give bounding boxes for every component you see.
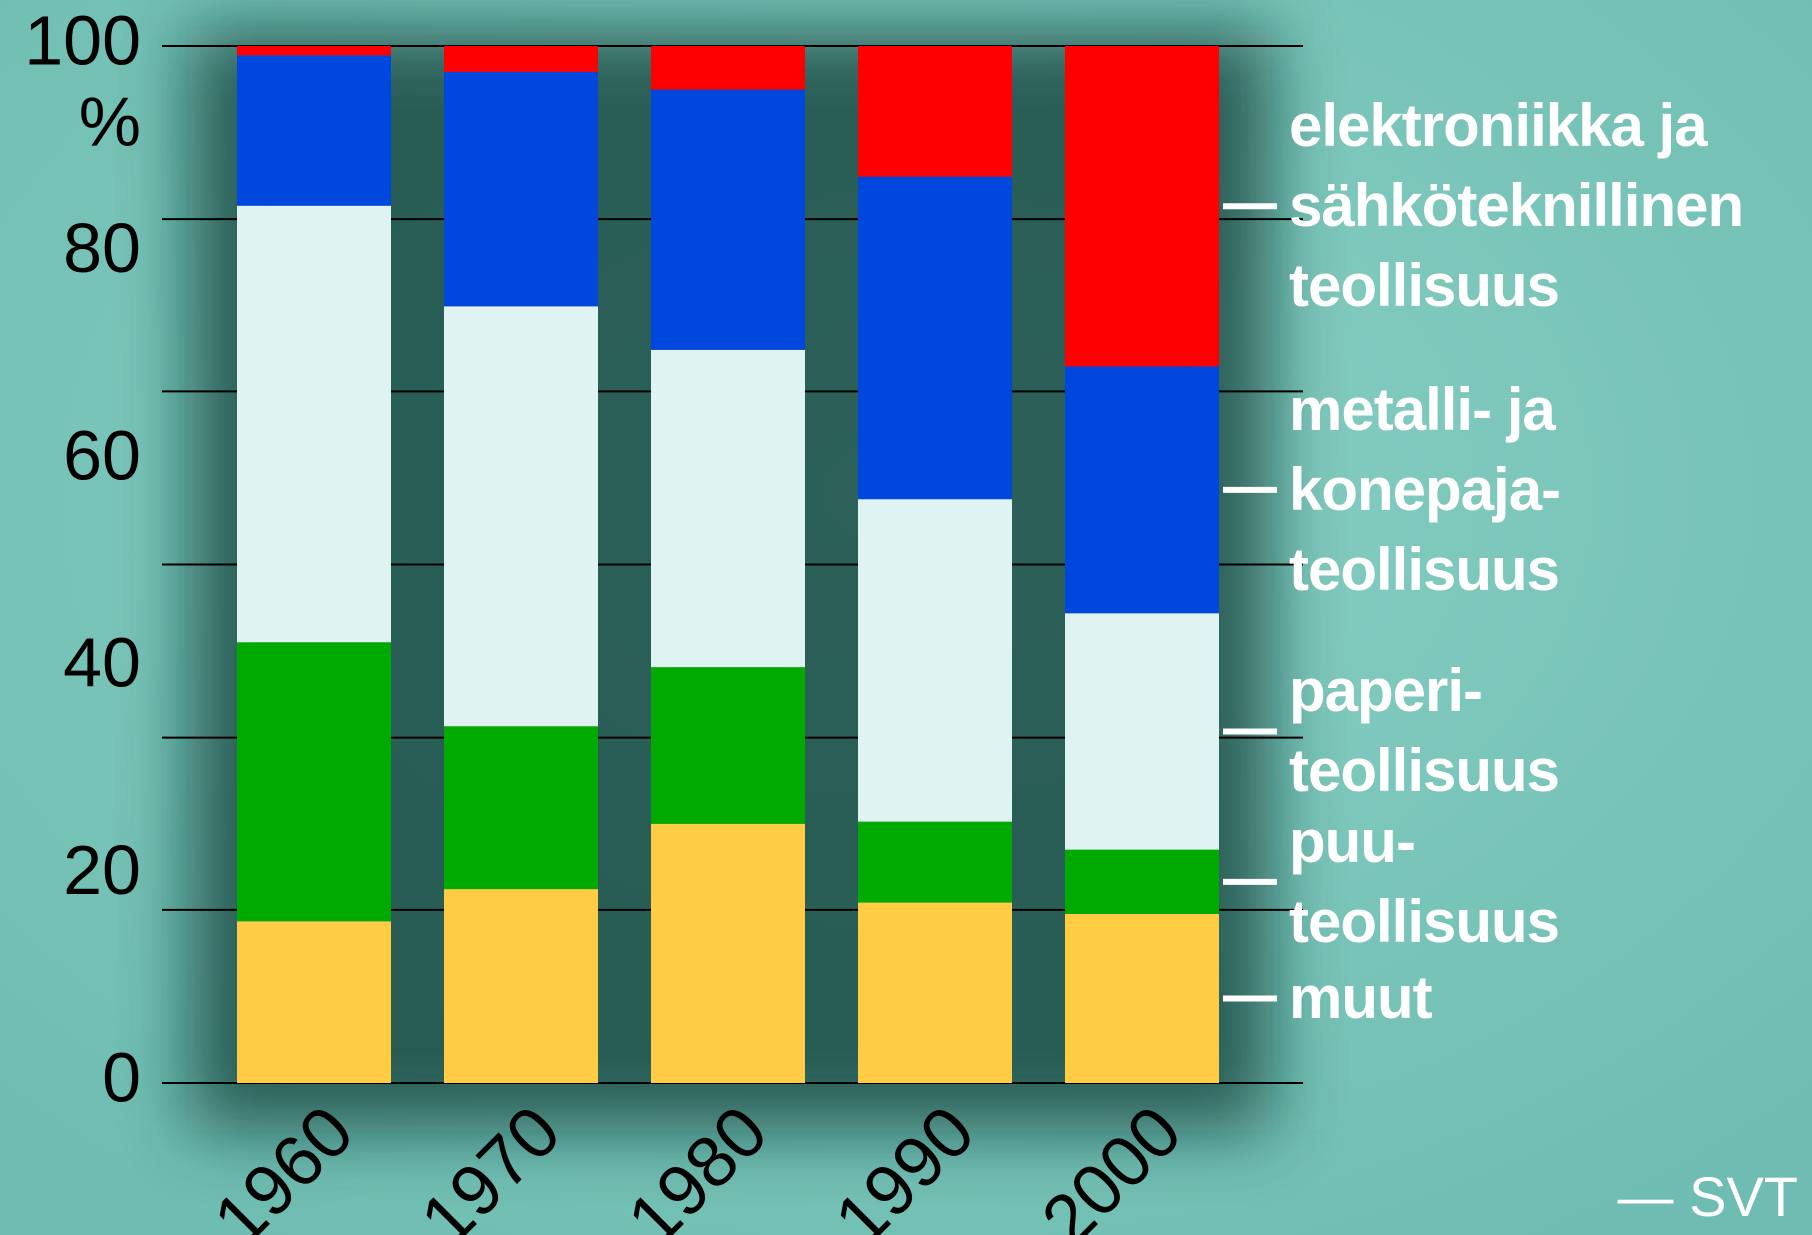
bar-segment bbox=[237, 205, 391, 643]
bar-segment bbox=[651, 823, 805, 1083]
bar-segment bbox=[858, 176, 1012, 500]
bar-segment bbox=[444, 889, 598, 1083]
bar-segment bbox=[858, 902, 1012, 1083]
y-tick-label: 20 bbox=[63, 831, 141, 909]
bar-segment bbox=[444, 306, 598, 727]
y-axis-label: % bbox=[79, 82, 141, 160]
legend-label: metalli- ja konepaja- teollisuus bbox=[1289, 375, 1561, 603]
y-tick-label: 100 bbox=[24, 1, 141, 79]
legend-label: muut bbox=[1289, 964, 1433, 1032]
bar-segment bbox=[858, 821, 1012, 903]
bar-segment bbox=[1065, 613, 1219, 850]
y-tick-label: 80 bbox=[63, 209, 141, 287]
y-tick-label: 40 bbox=[63, 624, 141, 702]
bar-segment bbox=[651, 46, 805, 90]
bar-segment bbox=[651, 667, 805, 824]
bar-segment bbox=[858, 46, 1012, 177]
y-tick-label: 60 bbox=[63, 416, 141, 494]
bar-segment bbox=[1065, 913, 1219, 1083]
bar-segment bbox=[444, 71, 598, 307]
legend-label: puu- teollisuus bbox=[1289, 807, 1560, 955]
bar-segment bbox=[444, 726, 598, 890]
legend-label: paperi- teollisuus bbox=[1289, 657, 1560, 805]
bar-segment bbox=[237, 642, 391, 922]
legend-label: elektroniikka ja sähköteknillinen teolli… bbox=[1289, 92, 1744, 320]
bar-segment bbox=[237, 55, 391, 206]
bar-segment bbox=[237, 46, 391, 56]
bar-segment bbox=[444, 46, 598, 72]
bar-segment bbox=[237, 921, 391, 1083]
y-tick-label: 0 bbox=[102, 1038, 141, 1116]
bar-segment bbox=[1065, 46, 1219, 367]
bar-segment bbox=[1065, 366, 1219, 614]
bar-segment bbox=[1065, 849, 1219, 914]
source: — SVT bbox=[1617, 1165, 1798, 1228]
bar-segment bbox=[858, 499, 1012, 822]
bar-segment bbox=[651, 89, 805, 350]
bar-segment bbox=[651, 349, 805, 668]
